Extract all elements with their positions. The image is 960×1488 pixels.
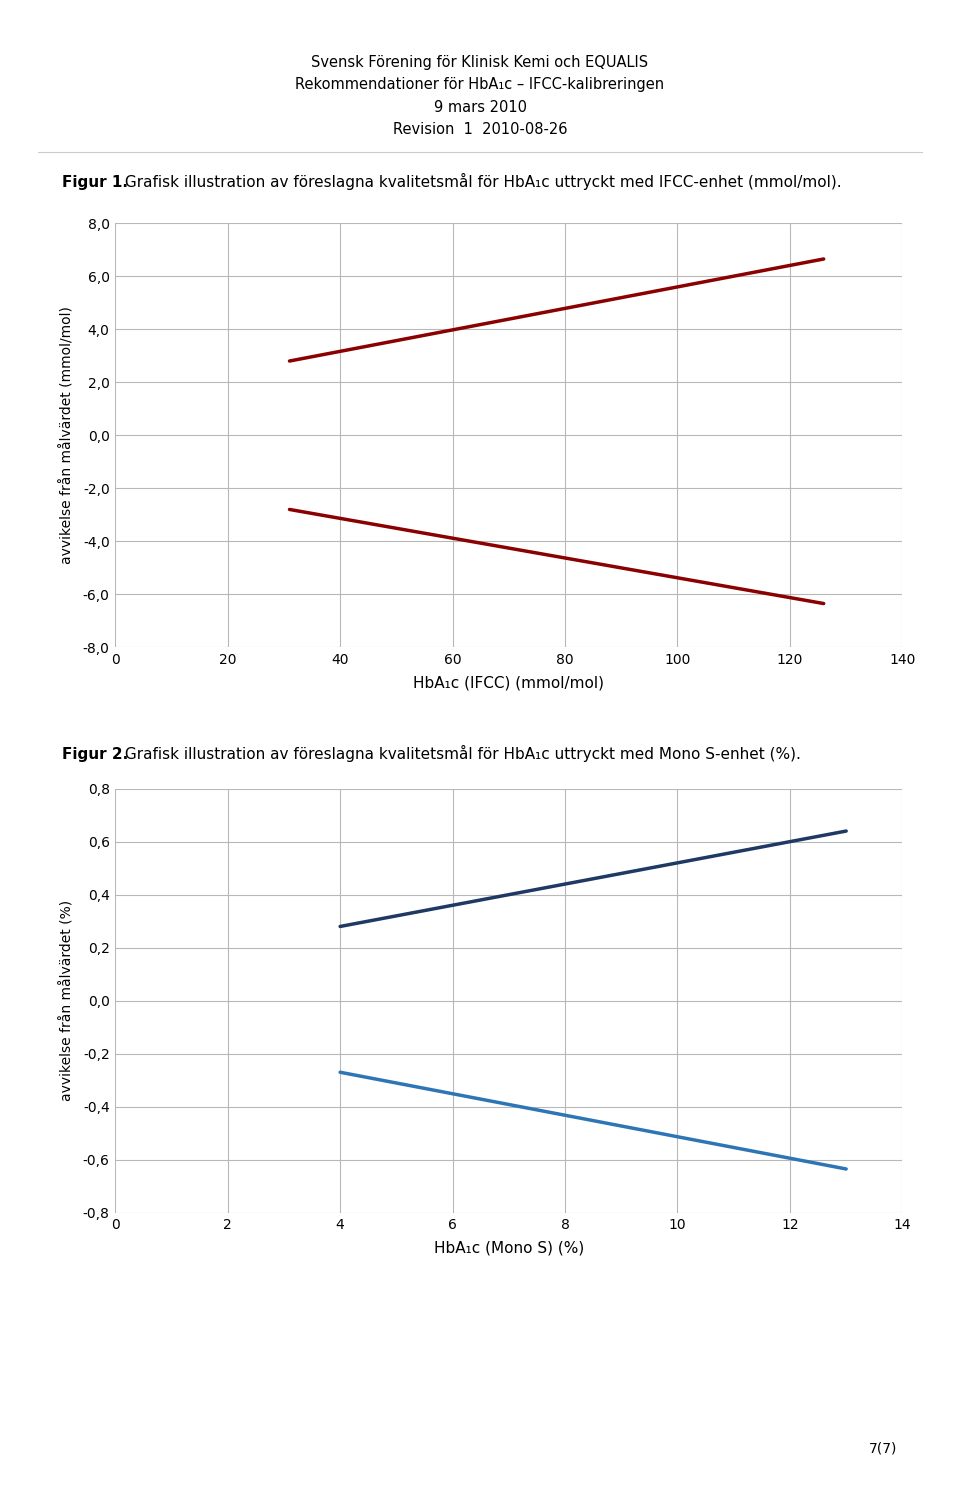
Text: Svensk Förening för Klinisk Kemi och EQUALIS: Svensk Förening för Klinisk Kemi och EQU…	[311, 55, 649, 70]
Y-axis label: avvikelse från målvärdet (mmol/mol): avvikelse från målvärdet (mmol/mol)	[60, 307, 75, 564]
Text: Figur 1.: Figur 1.	[62, 176, 129, 190]
Text: Rekommendationer för HbA₁c – IFCC-kalibreringen: Rekommendationer för HbA₁c – IFCC-kalibr…	[296, 77, 664, 92]
X-axis label: HbA₁c (Mono S) (%): HbA₁c (Mono S) (%)	[434, 1241, 584, 1256]
Text: Revision  1  2010-08-26: Revision 1 2010-08-26	[393, 122, 567, 137]
Text: 7(7): 7(7)	[869, 1442, 898, 1455]
Text: Figur 2.: Figur 2.	[62, 747, 129, 762]
Text: Grafisk illustration av föreslagna kvalitetsmål för HbA₁c uttryckt med Mono S-en: Grafisk illustration av föreslagna kvali…	[120, 745, 801, 762]
X-axis label: HbA₁c (IFCC) (mmol/mol): HbA₁c (IFCC) (mmol/mol)	[414, 676, 604, 690]
Text: Grafisk illustration av föreslagna kvalitetsmål för HbA₁c uttryckt med IFCC-enhe: Grafisk illustration av föreslagna kvali…	[120, 174, 842, 190]
Y-axis label: avvikelse från målvärdet (%): avvikelse från målvärdet (%)	[60, 900, 75, 1101]
Text: 9 mars 2010: 9 mars 2010	[434, 100, 526, 115]
